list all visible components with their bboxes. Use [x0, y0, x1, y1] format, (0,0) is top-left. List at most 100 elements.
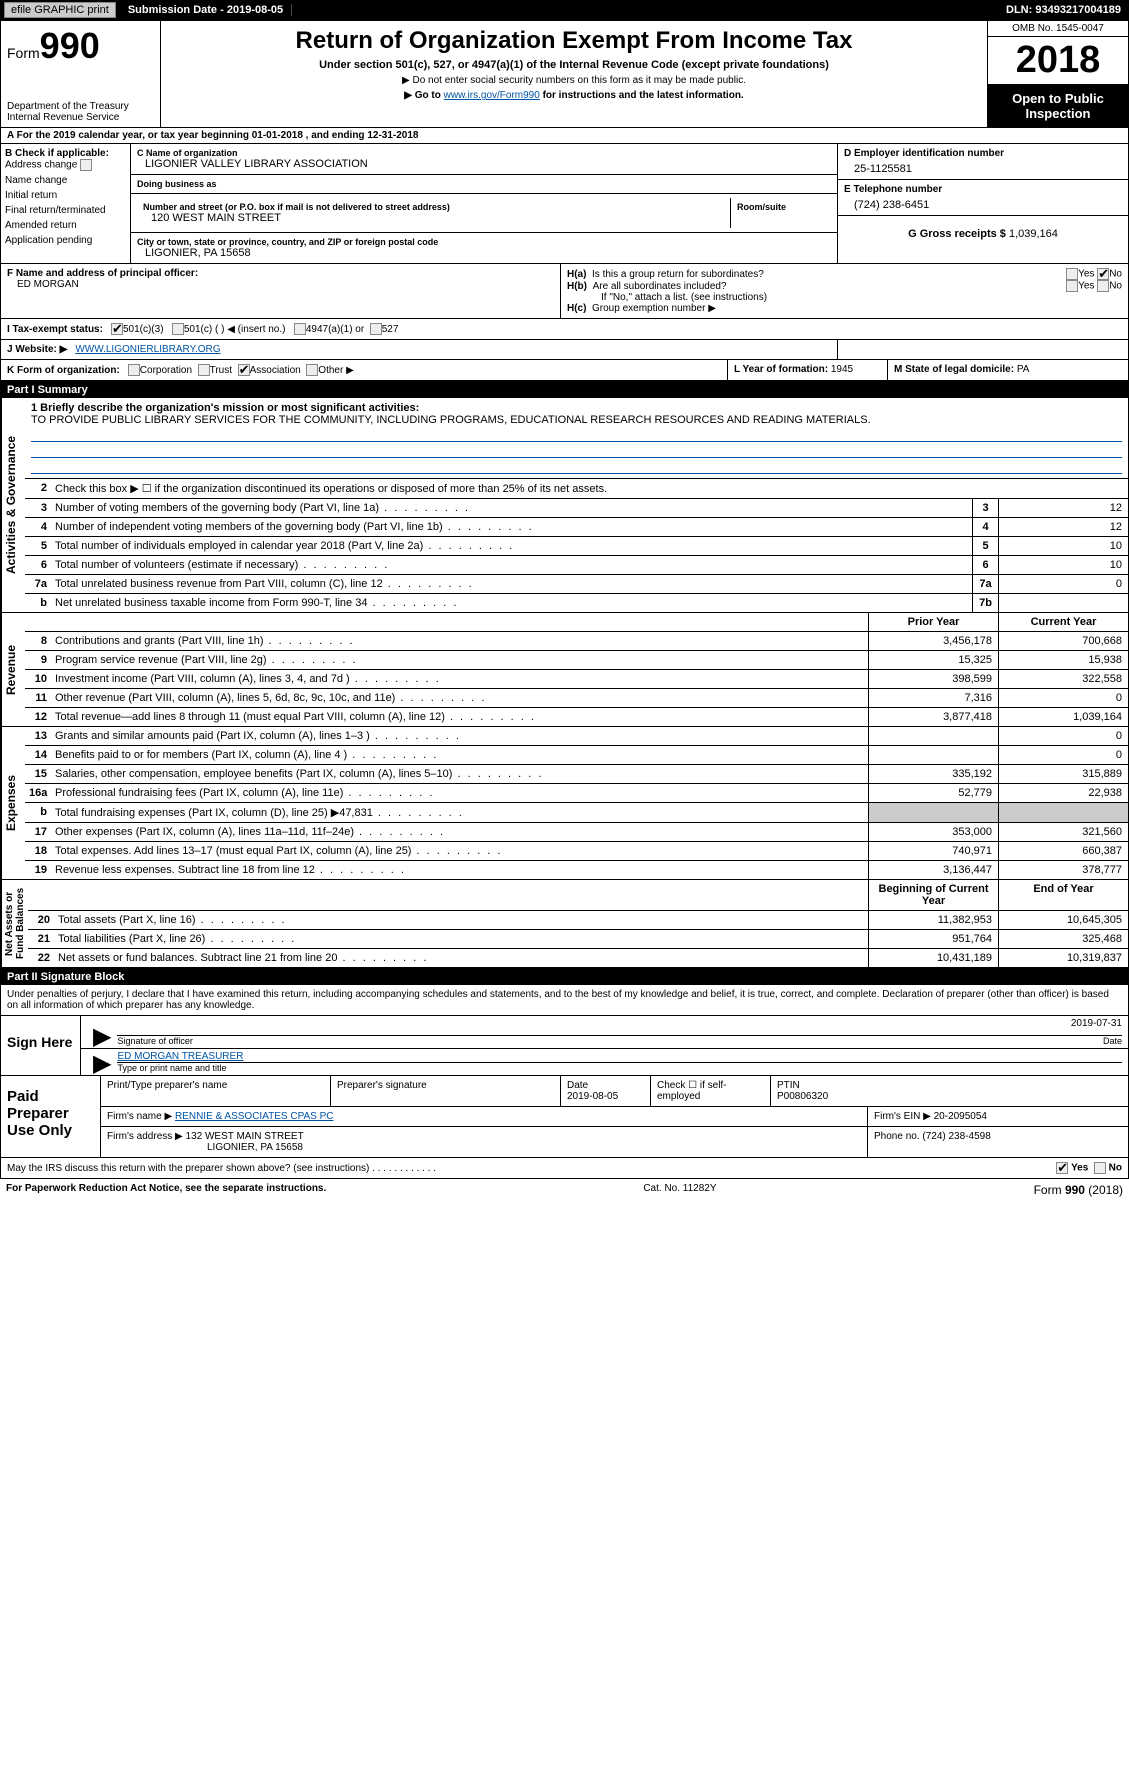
summary-line-5: 5Total number of individuals employed in… [25, 537, 1128, 556]
tab-net-assets: Net Assets or Fund Balances [1, 880, 28, 967]
efile-print-button[interactable]: efile GRAPHIC print [4, 2, 116, 18]
irs-discuss-row: May the IRS discuss this return with the… [1, 1157, 1128, 1178]
tab-expenses: Expenses [1, 727, 25, 879]
gross-receipts: 1,039,164 [1009, 228, 1058, 240]
department: Department of the Treasury Internal Reve… [7, 101, 154, 123]
preparer-date: Date2019-08-05 [561, 1076, 651, 1106]
firm-name: Firm's name ▶ RENNIE & ASSOCIATES CPAS P… [101, 1107, 868, 1126]
summary-line-b: bTotal fundraising expenses (Part IX, co… [25, 803, 1128, 823]
summary-line-13: 13Grants and similar amounts paid (Part … [25, 727, 1128, 746]
col-d-e-g: D Employer identification number 25-1125… [838, 144, 1128, 263]
perjury-declaration: Under penalties of perjury, I declare th… [1, 985, 1128, 1016]
beginning-end-header: Beginning of Current Year End of Year [28, 880, 1128, 911]
page-footer: For Paperwork Reduction Act Notice, see … [0, 1179, 1129, 1201]
prior-current-header: Prior Year Current Year [25, 613, 1128, 632]
sign-here-block: Sign Here ▶ 2019-07-31 Signature of offi… [1, 1016, 1128, 1075]
col-h-group: H(a) Is this a group return for subordin… [561, 264, 1128, 318]
form-990: Form990 Department of the Treasury Inter… [0, 20, 1129, 1179]
revenue-section: Revenue Prior Year Current Year 8Contrib… [1, 613, 1128, 727]
state-domicile: M State of legal domicile: PA [888, 360, 1128, 380]
sign-here-label: Sign Here [1, 1016, 81, 1075]
f-h-row: F Name and address of principal officer:… [1, 264, 1128, 319]
tax-year: 2018 [988, 37, 1128, 85]
efile-top-bar: efile GRAPHIC print Submission Date - 20… [0, 0, 1129, 20]
summary-line-19: 19Revenue less expenses. Subtract line 1… [25, 861, 1128, 879]
header-middle: Return of Organization Exempt From Incom… [161, 21, 988, 127]
summary-line-18: 18Total expenses. Add lines 13–17 (must … [25, 842, 1128, 861]
dba-box: Doing business as [131, 175, 837, 194]
mission-block: 1 Briefly describe the organization's mi… [25, 398, 1128, 479]
ssn-note: ▶ Do not enter social security numbers o… [167, 75, 981, 86]
website-row: J Website: ▶ WWW.LIGONIERLIBRARY.ORG [1, 340, 838, 359]
name-arrow-icon: ▶ [87, 1054, 117, 1073]
summary-line-10: 10Investment income (Part VIII, column (… [25, 670, 1128, 689]
identification-block: B Check if applicable: Address change Na… [1, 144, 1128, 264]
street-box: Number and street (or P.O. box if mail i… [131, 194, 837, 233]
ein: 25-1125581 [844, 159, 1122, 175]
tax-exempt-row: I Tax-exempt status: 501(c)(3) 501(c) ( … [1, 319, 1128, 340]
ptin: PTINP00806320 [771, 1076, 1128, 1106]
website-link[interactable]: WWW.LIGONIERLIBRARY.ORG [75, 344, 220, 355]
form-footer: Form 990 (2018) [1034, 1183, 1123, 1197]
instructions-note: ▶ Go to www.irs.gov/Form990 for instruct… [167, 90, 981, 101]
net-assets-section: Net Assets or Fund Balances Beginning of… [1, 880, 1128, 969]
city-box: City or town, state or province, country… [131, 233, 837, 263]
year-formation: L Year of formation: 1945 [728, 360, 888, 380]
summary-line-8: 8Contributions and grants (Part VIII, li… [25, 632, 1128, 651]
chk-501c3[interactable] [111, 323, 123, 335]
dln: DLN: 93493217004189 [1006, 4, 1129, 16]
col-b-checkboxes: B Check if applicable: Address change Na… [1, 144, 131, 263]
hb-yesno: Yes No [1066, 280, 1122, 292]
phone-box: E Telephone number (724) 238-6451 [838, 180, 1128, 216]
k-org-row: K Form of organization: Corporation Trus… [1, 360, 728, 380]
summary-line-b: bNet unrelated business taxable income f… [25, 594, 1128, 612]
chk-application-pending: Application pending [5, 235, 126, 246]
paid-preparer-block: Paid Preparer Use Only Print/Type prepar… [1, 1075, 1128, 1157]
ein-box: D Employer identification number 25-1125… [838, 144, 1128, 180]
tab-revenue: Revenue [1, 613, 25, 726]
firm-phone: Phone no. (724) 238-4598 [868, 1127, 1128, 1157]
part1-header: Part I Summary [1, 382, 1128, 398]
summary-line-3: 3Number of voting members of the governi… [25, 499, 1128, 518]
expenses-section: Expenses 13Grants and similar amounts pa… [1, 727, 1128, 880]
telephone: (724) 238-6451 [844, 195, 1122, 211]
col-f-officer: F Name and address of principal officer:… [1, 264, 561, 318]
officer-name-link[interactable]: ED MORGAN TREASURER [117, 1051, 243, 1062]
chk-501c[interactable] [172, 323, 184, 335]
gross-receipts-box: G Gross receipts $ 1,039,164 [838, 216, 1128, 244]
instructions-link[interactable]: www.irs.gov/Form990 [444, 90, 540, 101]
omb-number: OMB No. 1545-0047 [988, 21, 1128, 37]
col-c-name-address: C Name of organization LIGONIER VALLEY L… [131, 144, 838, 263]
ha-yesno: Yes No [1066, 268, 1122, 280]
chk-initial-return: Initial return [5, 190, 126, 201]
summary-line-4: 4Number of independent voting members of… [25, 518, 1128, 537]
signature-arrow-icon: ▶ [87, 1027, 117, 1046]
preparer-name-lbl: Print/Type preparer's name [101, 1076, 331, 1106]
chk-4947[interactable] [294, 323, 306, 335]
chk-527[interactable] [370, 323, 382, 335]
summary-line-15: 15Salaries, other compensation, employee… [25, 765, 1128, 784]
form-title: Return of Organization Exempt From Incom… [167, 27, 981, 55]
summary-line-14: 14Benefits paid to or for members (Part … [25, 746, 1128, 765]
col-b-title: B Check if applicable: [5, 148, 126, 159]
form-header: Form990 Department of the Treasury Inter… [1, 21, 1128, 128]
mission-text: TO PROVIDE PUBLIC LIBRARY SERVICES FOR T… [31, 414, 871, 426]
summary-line-21: 21Total liabilities (Part X, line 26)951… [28, 930, 1128, 949]
tab-governance: Activities & Governance [1, 398, 25, 612]
open-to-public: Open to Public Inspection [988, 85, 1128, 127]
org-name: LIGONIER VALLEY LIBRARY ASSOCIATION [137, 158, 831, 170]
preparer-sig-lbl: Preparer's signature [331, 1076, 561, 1106]
summary-line-12: 12Total revenue—add lines 8 through 11 (… [25, 708, 1128, 726]
discuss-no[interactable] [1094, 1162, 1106, 1174]
paperwork-notice: For Paperwork Reduction Act Notice, see … [6, 1183, 326, 1197]
summary-line-22: 22Net assets or fund balances. Subtract … [28, 949, 1128, 967]
firm-address: Firm's address ▶ 132 WEST MAIN STREET LI… [101, 1127, 868, 1157]
signature-date: 2019-07-31 [1071, 1018, 1122, 1035]
self-employed-chk: Check ☐ if self-employed [651, 1076, 771, 1106]
chk-final-return: Final return/terminated [5, 205, 126, 216]
line-2: 2 Check this box ▶ ☐ if the organization… [25, 479, 1128, 499]
summary-line-7a: 7aTotal unrelated business revenue from … [25, 575, 1128, 594]
header-right: OMB No. 1545-0047 2018 Open to Public In… [988, 21, 1128, 127]
row-a-tax-year: A For the 2019 calendar year, or tax yea… [1, 128, 1128, 144]
discuss-yes[interactable] [1056, 1162, 1068, 1174]
